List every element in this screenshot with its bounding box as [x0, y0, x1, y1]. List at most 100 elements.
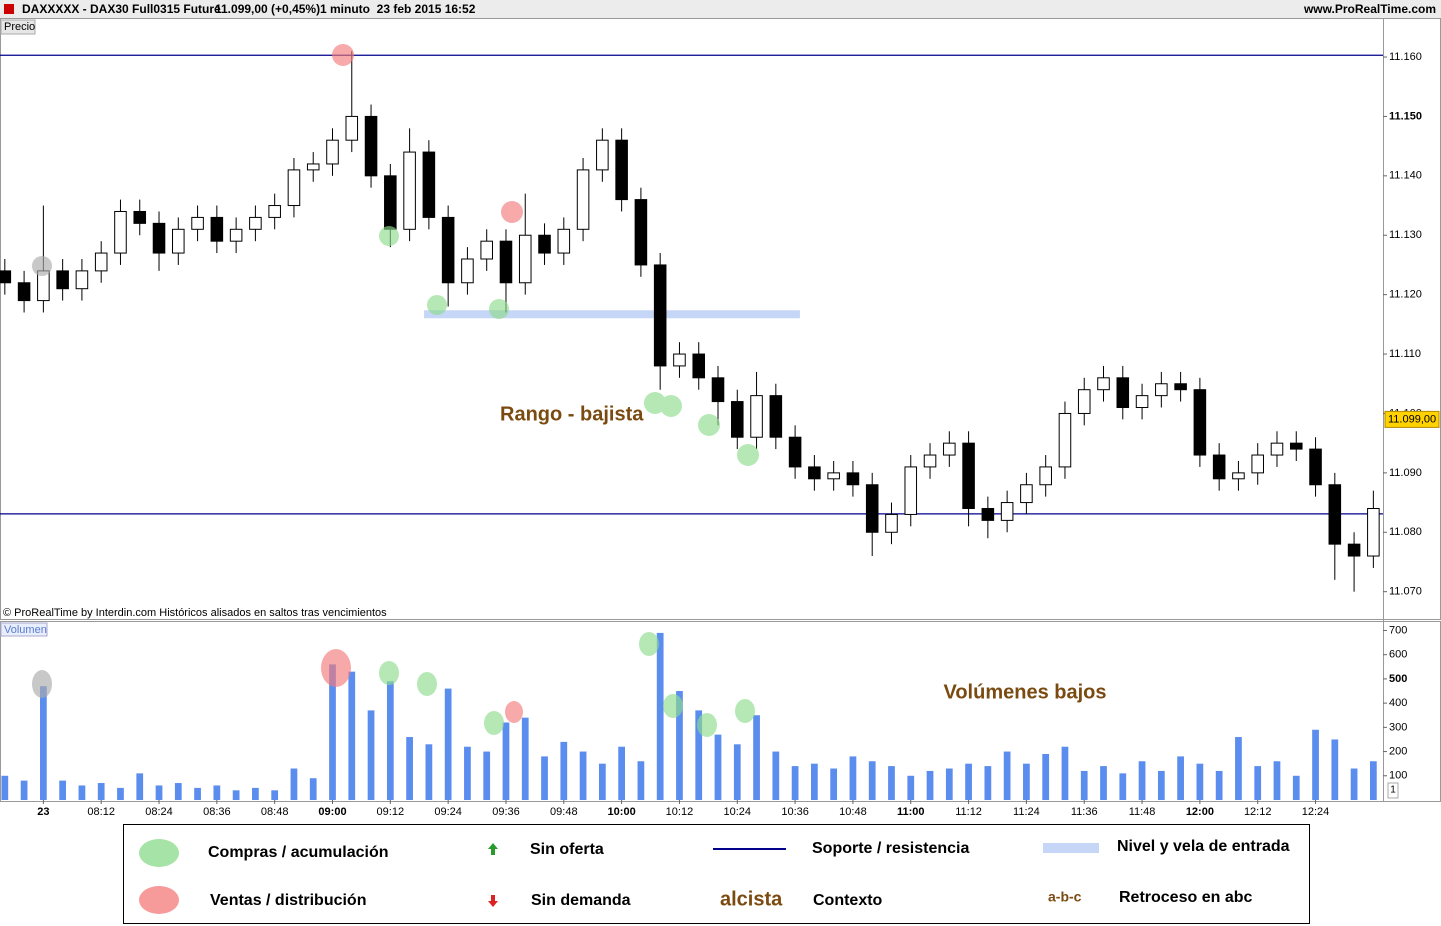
- x-tick-label: 10:00: [608, 806, 636, 818]
- y-tick-label: 100: [1389, 770, 1407, 782]
- candle-body: [172, 228, 185, 254]
- volume-bar: [502, 722, 510, 800]
- volume-bar: [984, 766, 992, 800]
- buy-circle: [484, 711, 504, 735]
- candle-body: [692, 353, 706, 379]
- candle-body: [885, 513, 898, 533]
- buy-circle: [379, 226, 399, 246]
- volume-bar: [1100, 766, 1107, 800]
- volume-bar: [425, 744, 433, 800]
- x-tick-label: 11:48: [1129, 806, 1156, 818]
- x-tick-label: 10:48: [839, 806, 867, 818]
- candle-body: [345, 115, 359, 141]
- highlight-circles: [32, 44, 759, 737]
- volume-bar: [271, 790, 279, 800]
- volume-bar: [733, 744, 741, 800]
- x-tick-label: 09:36: [492, 806, 520, 818]
- candle-body: [711, 377, 725, 403]
- candle-body: [1000, 502, 1014, 521]
- volume-bar: [174, 783, 182, 800]
- legend-text: Soporte / resistencia: [812, 840, 969, 857]
- candle-body: [1251, 454, 1264, 474]
- buy-circle: [698, 414, 720, 436]
- volume-bar: [117, 787, 124, 800]
- volume-bar: [309, 778, 317, 800]
- volume-bar: [579, 751, 587, 800]
- x-tick-label: 10:36: [781, 806, 809, 818]
- app-icon: [4, 4, 14, 14]
- candle-body: [1097, 377, 1110, 391]
- candle-body: [191, 216, 204, 230]
- volume-bar: [1235, 737, 1242, 800]
- y-tick-label: 11.120: [1389, 289, 1422, 301]
- volume-bar: [406, 737, 413, 800]
- volume-bar: [1312, 729, 1319, 800]
- volume-bar: [676, 691, 683, 800]
- volume-bar: [1119, 773, 1127, 800]
- y-tick-label: 11.130: [1389, 229, 1422, 241]
- x-tick-label: 08:24: [145, 806, 173, 818]
- volume-bar: [618, 746, 626, 800]
- volume-bar: [194, 787, 201, 800]
- candle-body: [384, 175, 397, 230]
- candle-body: [518, 234, 532, 284]
- candle-body: [75, 270, 89, 290]
- candle-body: [114, 210, 127, 254]
- candle-body: [422, 151, 436, 218]
- x-tick-label: 10:12: [666, 806, 694, 818]
- candle-body: [808, 466, 821, 480]
- sell-circle: [321, 649, 351, 687]
- period: 1 minuto 23 feb 2015 16:52: [320, 2, 476, 16]
- legend-buy: [139, 839, 179, 867]
- volume-bar: [483, 751, 491, 800]
- volume-bar: [1254, 766, 1262, 800]
- header-bar: [0, 0, 1441, 18]
- x-tick-label: 11:00: [897, 806, 925, 818]
- y-tick-label: 600: [1389, 649, 1407, 661]
- legend-text: Nivel y vela de entrada: [1117, 838, 1290, 855]
- y-tick-label: 11.150: [1389, 110, 1422, 122]
- volume-bar: [20, 780, 28, 800]
- y-tick-label: 11.090: [1389, 467, 1422, 479]
- marks: 11.07011.08011.09011.10011.11011.12011.1…: [0, 51, 1440, 818]
- candle-body: [865, 484, 879, 533]
- legend-sell: [139, 886, 179, 914]
- candle-body: [557, 228, 571, 254]
- panel-label: Precio: [4, 21, 35, 33]
- buy-circle: [379, 661, 399, 685]
- x-tick-label: 11:12: [955, 806, 982, 818]
- arrow-up: [488, 843, 498, 855]
- candle-body: [615, 139, 628, 201]
- candle-body: [17, 282, 31, 302]
- volume-bar: [386, 681, 394, 800]
- candle-body: [943, 442, 956, 456]
- sell-circle: [501, 201, 523, 223]
- panel-label-box: [0, 622, 48, 637]
- candle-body: [981, 508, 995, 521]
- candle-body: [576, 169, 590, 230]
- candle-body: [673, 353, 686, 367]
- x-tick-label: 11:36: [1071, 806, 1098, 818]
- y-tick-label: 400: [1389, 697, 1407, 709]
- candle-body: [1174, 383, 1187, 391]
- volume-bar: [791, 766, 799, 800]
- volume-bar: [560, 741, 568, 800]
- candle-body: [1155, 383, 1168, 397]
- candle-body: [480, 240, 493, 260]
- legend-box: [123, 824, 1310, 924]
- legend-text: Compras / acumulación: [208, 844, 389, 861]
- candle-body: [1270, 442, 1284, 456]
- candle-body: [1367, 508, 1380, 557]
- volume-bar: [97, 783, 105, 800]
- legend-text: Ventas / distribución: [210, 892, 366, 909]
- volume-bar: [329, 664, 336, 800]
- sell-circle: [505, 701, 523, 723]
- last-price-label: 11.099,00: [1388, 413, 1436, 425]
- candle-body: [1309, 448, 1322, 486]
- volume-bar: [1157, 770, 1165, 800]
- volume-bar: [753, 715, 760, 800]
- candle-body: [268, 205, 281, 218]
- volume-bar: [1177, 756, 1184, 800]
- buy-circle: [427, 295, 447, 315]
